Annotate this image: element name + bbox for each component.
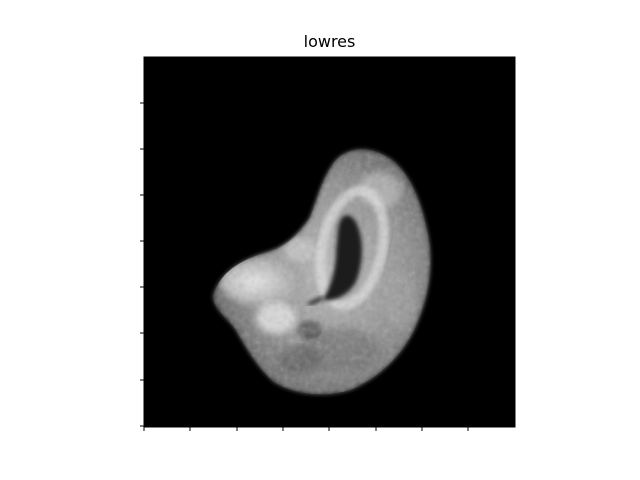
x-axis-ticks <box>143 427 469 431</box>
plot-title: lowres <box>303 32 356 51</box>
y-axis-ticks <box>140 102 144 427</box>
